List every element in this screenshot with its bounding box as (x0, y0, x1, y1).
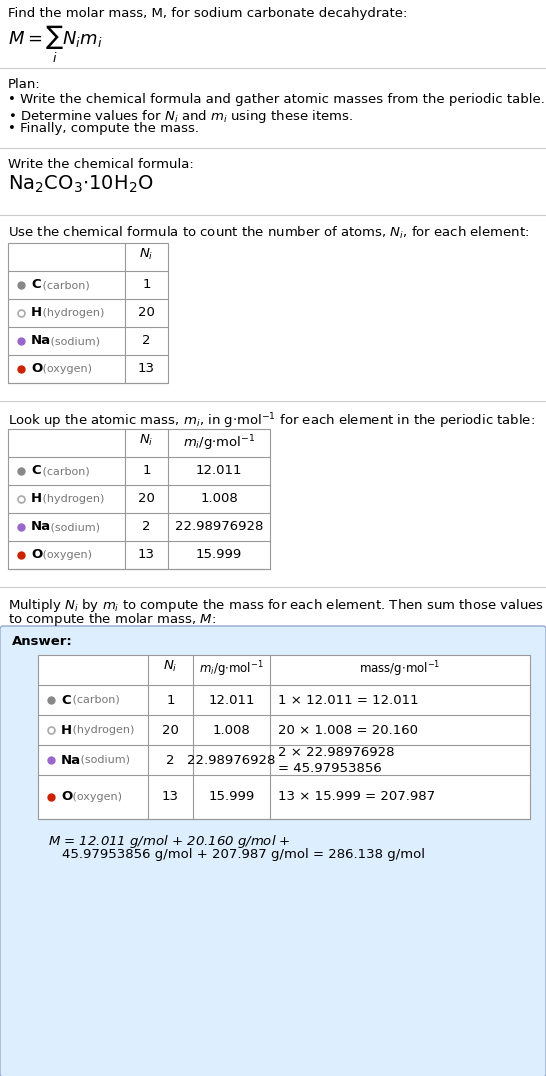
Text: • Finally, compute the mass.: • Finally, compute the mass. (8, 122, 199, 134)
Text: 1: 1 (143, 279, 151, 292)
Bar (8, 243, 168, 383)
Text: (hydrogen): (hydrogen) (39, 494, 104, 504)
Text: $N_i$: $N_i$ (163, 659, 177, 674)
Text: O: O (31, 363, 42, 376)
Text: (sodium): (sodium) (47, 336, 100, 346)
Text: 13: 13 (162, 791, 179, 804)
Text: $M = \sum_i N_i m_i$: $M = \sum_i N_i m_i$ (8, 24, 103, 66)
Text: (oxygen): (oxygen) (39, 364, 92, 374)
Text: 1.008: 1.008 (212, 723, 251, 736)
Text: (sodium): (sodium) (47, 522, 100, 532)
Bar (8, 429, 270, 569)
Text: 12.011: 12.011 (196, 465, 242, 478)
Text: $N_i$: $N_i$ (139, 433, 154, 448)
Text: 2 × 22.98976928: 2 × 22.98976928 (278, 747, 395, 760)
Text: H: H (31, 307, 42, 320)
Text: Plan:: Plan: (8, 77, 41, 91)
Text: 13: 13 (138, 363, 155, 376)
Text: Multiply $N_i$ by $m_i$ to compute the mass for each element. Then sum those val: Multiply $N_i$ by $m_i$ to compute the m… (8, 597, 544, 614)
Text: 15.999: 15.999 (196, 549, 242, 562)
Text: Na: Na (31, 335, 51, 348)
Text: 12.011: 12.011 (208, 694, 255, 707)
Text: 2: 2 (143, 335, 151, 348)
Text: 1.008: 1.008 (200, 493, 238, 506)
Text: 2: 2 (166, 753, 175, 766)
Text: C: C (61, 694, 70, 707)
Text: (hydrogen): (hydrogen) (39, 308, 104, 318)
Text: Look up the atomic mass, $m_i$, in g$\cdot$mol$^{-1}$ for each element in the pe: Look up the atomic mass, $m_i$, in g$\cd… (8, 411, 535, 430)
Text: 15.999: 15.999 (209, 791, 254, 804)
Text: 2: 2 (143, 521, 151, 534)
Text: $m_i$/g$\cdot$mol$^{-1}$: $m_i$/g$\cdot$mol$^{-1}$ (183, 433, 255, 453)
Text: 1: 1 (143, 465, 151, 478)
Bar (38, 655, 530, 819)
Text: = 45.97953856: = 45.97953856 (278, 763, 382, 776)
Text: Na: Na (61, 753, 81, 766)
Text: (carbon): (carbon) (39, 466, 90, 476)
Text: 20: 20 (138, 493, 155, 506)
Text: (carbon): (carbon) (69, 695, 120, 705)
Text: Write the chemical formula:: Write the chemical formula: (8, 158, 194, 171)
Text: 22.98976928: 22.98976928 (175, 521, 263, 534)
Text: 1: 1 (166, 694, 175, 707)
Text: 45.97953856 g/mol + 207.987 g/mol = 286.138 g/mol: 45.97953856 g/mol + 207.987 g/mol = 286.… (62, 848, 425, 861)
Text: Na: Na (31, 521, 51, 534)
Text: 13: 13 (138, 549, 155, 562)
Text: C: C (31, 279, 40, 292)
Text: 22.98976928: 22.98976928 (187, 753, 276, 766)
Text: • Determine values for $N_i$ and $m_i$ using these items.: • Determine values for $N_i$ and $m_i$ u… (8, 108, 353, 125)
Text: C: C (31, 465, 40, 478)
Text: $\mathrm{Na_2CO_3{\cdot}10H_2O}$: $\mathrm{Na_2CO_3{\cdot}10H_2O}$ (8, 174, 154, 196)
Text: 20 × 1.008 = 20.160: 20 × 1.008 = 20.160 (278, 723, 418, 736)
Text: H: H (31, 493, 42, 506)
Text: (sodium): (sodium) (77, 755, 130, 765)
Text: O: O (31, 549, 42, 562)
Text: 20: 20 (138, 307, 155, 320)
Text: • Write the chemical formula and gather atomic masses from the periodic table.: • Write the chemical formula and gather … (8, 93, 545, 107)
FancyBboxPatch shape (0, 626, 546, 1076)
Text: Find the molar mass, M, for sodium carbonate decahydrate:: Find the molar mass, M, for sodium carbo… (8, 8, 407, 20)
Text: 20: 20 (162, 723, 179, 736)
Text: 1 × 12.011 = 12.011: 1 × 12.011 = 12.011 (278, 694, 419, 707)
Text: (oxygen): (oxygen) (69, 792, 122, 802)
Text: Use the chemical formula to count the number of atoms, $N_i$, for each element:: Use the chemical formula to count the nu… (8, 225, 529, 241)
Text: (oxygen): (oxygen) (39, 550, 92, 560)
Text: mass/g$\cdot$mol$^{-1}$: mass/g$\cdot$mol$^{-1}$ (359, 659, 441, 679)
Text: H: H (61, 723, 72, 736)
Text: (carbon): (carbon) (39, 280, 90, 291)
Text: O: O (61, 791, 72, 804)
Text: Answer:: Answer: (12, 635, 73, 648)
Text: (hydrogen): (hydrogen) (69, 725, 134, 735)
Text: $M$ = 12.011 g/mol + 20.160 g/mol +: $M$ = 12.011 g/mol + 20.160 g/mol + (48, 833, 290, 850)
Text: to compute the molar mass, $M$:: to compute the molar mass, $M$: (8, 611, 216, 628)
Text: $m_i$/g$\cdot$mol$^{-1}$: $m_i$/g$\cdot$mol$^{-1}$ (199, 659, 264, 679)
Text: $N_i$: $N_i$ (139, 247, 154, 263)
Text: 13 × 15.999 = 207.987: 13 × 15.999 = 207.987 (278, 791, 435, 804)
